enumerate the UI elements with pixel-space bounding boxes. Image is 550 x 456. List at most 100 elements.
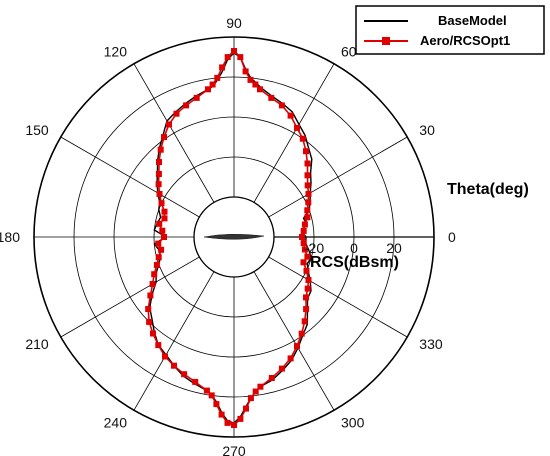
tick-labels: 0 30 60 90 120 150 180 210 240 270 300 330 -20 0 20: [0, 15, 456, 456]
marker-1-19: [242, 68, 249, 75]
marker-1-67: [252, 388, 259, 395]
marker-1-4: [304, 207, 311, 214]
marker-1-50: [145, 306, 152, 312]
angle-tick-270: 270: [222, 443, 246, 456]
marker-1-62: [224, 419, 231, 426]
marker-1-17: [252, 81, 259, 88]
marker-1-29: [173, 110, 180, 117]
marker-1-18: [247, 76, 254, 83]
marker-1-0: [299, 234, 305, 240]
marker-1-12: [294, 124, 300, 131]
marker-1-36: [156, 191, 163, 197]
legend-box: [355, 5, 545, 55]
marker-1-52: [150, 330, 156, 337]
marker-1-47: [151, 271, 158, 278]
marker-1-24: [214, 74, 221, 81]
legend-label-opt: Aero/RCSOpt1: [420, 33, 510, 48]
legend-label-basemodel: BaseModel: [438, 13, 507, 28]
marker-1-43: [155, 240, 162, 247]
marker-1-68: [257, 383, 264, 390]
marker-1-34: [155, 171, 162, 177]
angle-tick-180: 180: [0, 229, 20, 245]
marker-1-40: [156, 220, 163, 227]
marker-1-32: [157, 146, 164, 153]
marker-1-72: [294, 343, 300, 350]
marker-1-70: [278, 365, 285, 372]
marker-1-3: [304, 214, 311, 221]
radial-axis-title: RCS(dBsm): [310, 254, 399, 271]
angle-tick-30: 30: [419, 122, 435, 138]
marker-1-82: [301, 246, 308, 253]
aircraft-planform-icon: [203, 234, 265, 240]
center-model: [193, 196, 275, 278]
legend: BaseModel Aero/RCSOpt1: [355, 5, 545, 55]
marker-1-21: [231, 48, 237, 54]
marker-1-25: [209, 81, 216, 88]
marker-1-69: [268, 375, 275, 381]
angle-axis-title: Theta(deg): [447, 181, 529, 198]
marker-1-63: [231, 422, 237, 428]
angle-tick-60: 60: [341, 44, 357, 60]
series-1: [145, 48, 312, 428]
marker-1-41: [159, 227, 166, 234]
marker-1-22: [224, 54, 231, 61]
marker-1-15: [268, 94, 275, 101]
marker-1-33: [156, 159, 162, 165]
marker-1-83: [300, 240, 307, 247]
marker-1-30: [166, 121, 172, 128]
angle-tick-120: 120: [104, 44, 128, 60]
marker-1-79: [303, 267, 310, 274]
marker-1-59: [208, 392, 215, 399]
marker-1-23: [219, 64, 226, 71]
marker-1-65: [243, 405, 249, 412]
marker-1-13: [287, 112, 294, 119]
angle-tick-150: 150: [25, 122, 49, 138]
marker-1-66: [247, 395, 254, 402]
marker-1-7: [304, 182, 311, 189]
marker-1-51: [146, 318, 153, 325]
marker-1-44: [158, 246, 165, 253]
marker-1-75: [303, 306, 310, 313]
marker-1-55: [171, 362, 177, 369]
marker-1-26: [205, 86, 211, 93]
marker-1-8: [304, 172, 311, 179]
angle-tick-240: 240: [104, 414, 128, 430]
marker-1-14: [278, 102, 285, 109]
marker-1-42: [161, 234, 167, 240]
marker-1-16: [257, 86, 263, 93]
marker-1-80: [300, 259, 307, 266]
marker-1-27: [193, 94, 200, 101]
marker-1-28: [183, 102, 190, 109]
angle-tick-90: 90: [226, 15, 242, 31]
marker-1-45: [155, 254, 162, 261]
marker-1-38: [161, 208, 168, 215]
marker-1-77: [304, 285, 311, 292]
marker-1-2: [301, 221, 308, 228]
marker-1-54: [162, 353, 168, 360]
angle-tick-330: 330: [419, 336, 443, 352]
marker-1-31: [161, 134, 167, 141]
marker-1-48: [149, 281, 156, 287]
marker-1-57: [192, 378, 199, 385]
marker-1-6: [305, 191, 312, 197]
marker-1-76: [303, 294, 309, 301]
marker-1-1: [300, 227, 307, 234]
marker-1-61: [218, 411, 225, 418]
marker-1-53: [155, 342, 162, 349]
marker-1-64: [237, 415, 244, 422]
angle-tick-210: 210: [25, 336, 49, 352]
marker-1-9: [304, 160, 311, 167]
marker-1-58: [203, 387, 210, 394]
marker-1-74: [301, 318, 308, 325]
marker-1-60: [213, 401, 220, 408]
marker-1-49: [147, 292, 154, 299]
marker-1-73: [298, 330, 305, 337]
marker-1-78: [305, 277, 312, 283]
marker-1-81: [304, 253, 311, 260]
marker-1-5: [305, 199, 312, 206]
marker-1-46: [153, 262, 160, 268]
marker-1-11: [299, 135, 306, 142]
angle-tick-0: 0: [448, 229, 456, 245]
marker-1-56: [181, 371, 188, 378]
